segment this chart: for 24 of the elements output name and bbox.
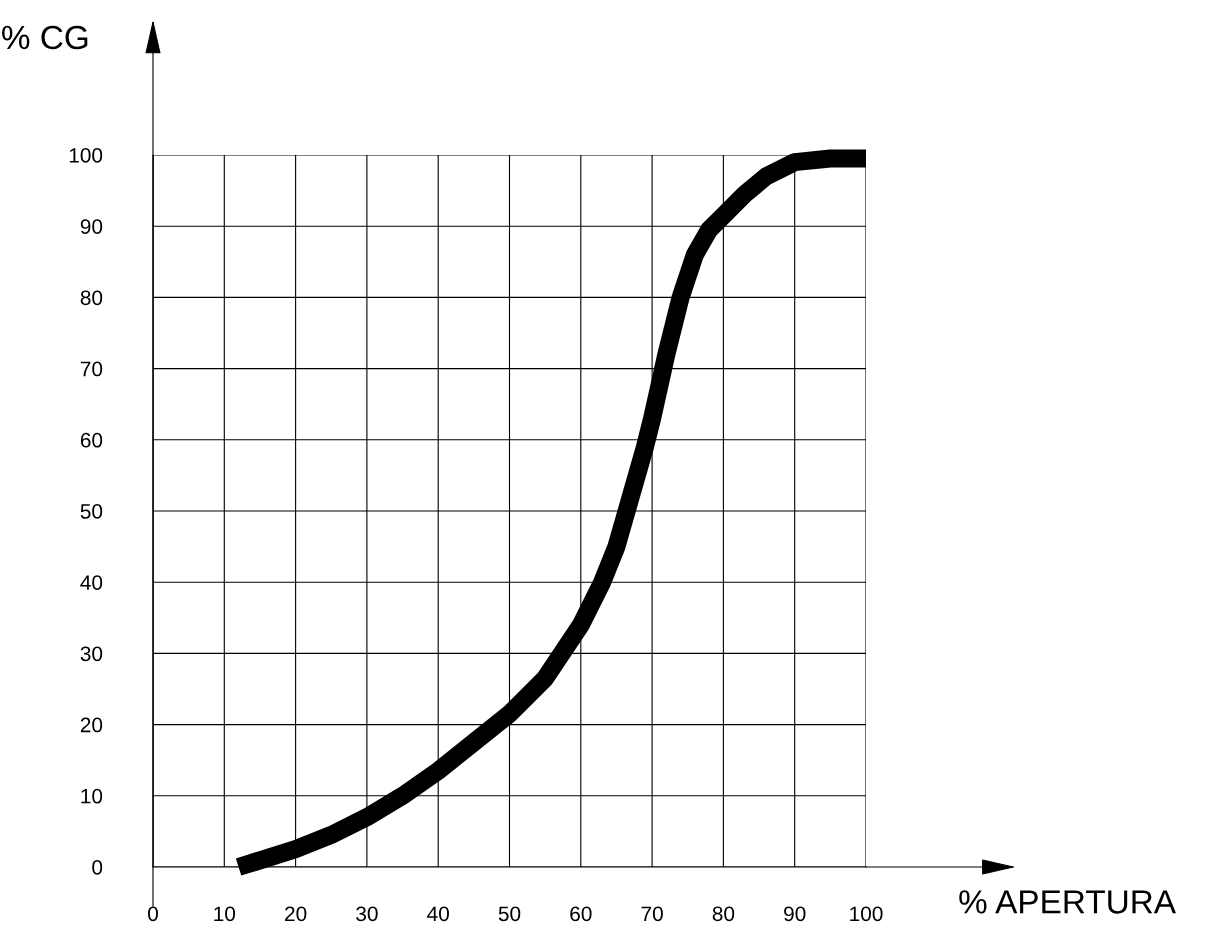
x-tick-label: 40: [427, 906, 449, 922]
y-tick-label: 60: [80, 432, 103, 448]
y-tick-label: 10: [81, 788, 103, 804]
y-tick-label: 0: [92, 860, 103, 875]
x-tick-label: 50: [498, 906, 521, 922]
y-tick-label: 90: [80, 219, 103, 234]
x-tick-label: 20: [285, 906, 307, 922]
y-tick-label: 20: [80, 717, 103, 733]
y-tick-label: 100: [69, 148, 103, 163]
x-tick-label: 60: [570, 906, 592, 922]
x-tick-label: 90: [784, 906, 806, 922]
y-tick-label: 50: [80, 504, 103, 519]
x-tick-label: 100: [850, 906, 883, 922]
x-tick-label: 0: [148, 906, 158, 922]
y-tick-label: 40: [80, 575, 103, 590]
y-axis-title: % CG: [2, 25, 88, 50]
y-tick-label: 80: [80, 290, 103, 306]
x-axis-title: % APERTURA: [959, 890, 1176, 914]
x-tick-label: 70: [641, 906, 663, 922]
x-tick-label: 30: [356, 906, 378, 922]
y-tick-label: 30: [80, 646, 103, 662]
y-tick-label: 70: [80, 361, 103, 377]
x-tick-label: 80: [712, 906, 735, 922]
x-tick-label: 10: [214, 906, 236, 922]
